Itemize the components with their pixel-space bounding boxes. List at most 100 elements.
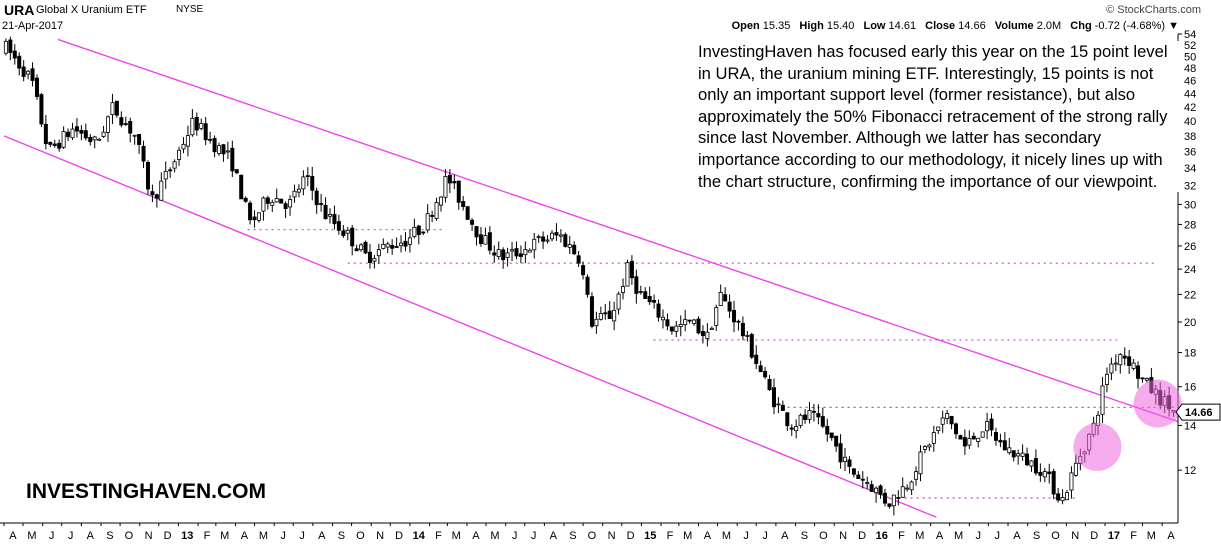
candle xyxy=(563,232,568,248)
candle-body xyxy=(359,244,364,251)
candle xyxy=(882,488,887,507)
candle xyxy=(341,224,346,238)
candle-body xyxy=(1100,385,1105,415)
candle xyxy=(1065,490,1070,501)
candle xyxy=(581,261,586,280)
candle-body xyxy=(39,94,44,125)
candle-body xyxy=(971,435,976,440)
candle-body xyxy=(354,248,359,252)
y-tick-label: 34 xyxy=(1184,163,1196,175)
candle xyxy=(381,238,386,250)
y-tick-label: 28 xyxy=(1184,219,1196,231)
candle xyxy=(1069,466,1074,499)
candle-body xyxy=(119,117,124,126)
y-tick-label: 50 xyxy=(1184,51,1196,63)
candle xyxy=(154,193,159,208)
candle xyxy=(159,172,164,201)
candle-body xyxy=(1033,458,1038,474)
candle-body xyxy=(616,293,621,310)
candle xyxy=(163,161,168,189)
support-lines xyxy=(247,229,1178,499)
candle-body xyxy=(412,226,417,237)
candle xyxy=(696,316,701,335)
candle xyxy=(1016,449,1021,465)
candle-body xyxy=(1127,356,1132,366)
candle xyxy=(181,137,186,154)
candle-body xyxy=(954,423,959,435)
candle xyxy=(61,126,66,149)
candle-body xyxy=(381,243,386,249)
candle xyxy=(177,146,182,166)
channel-line-upper xyxy=(57,38,1178,422)
candle-body xyxy=(283,203,288,209)
candle-body xyxy=(208,139,213,141)
candle-body xyxy=(607,310,612,319)
candle-body xyxy=(843,456,848,463)
y-tick-label: 12 xyxy=(1184,465,1196,477)
candle-body xyxy=(887,503,892,507)
candle-body xyxy=(945,413,950,419)
candle-body xyxy=(958,435,963,440)
candle xyxy=(976,437,981,448)
candle-body xyxy=(1073,462,1078,476)
candle xyxy=(1131,359,1136,371)
candle xyxy=(825,418,830,442)
candle-body xyxy=(589,296,594,327)
x-tick-label: M xyxy=(915,530,924,542)
candle xyxy=(536,234,541,243)
candle xyxy=(305,167,310,187)
candle-body xyxy=(137,134,142,145)
candle-body xyxy=(567,244,572,248)
y-tick-label: 18 xyxy=(1184,348,1196,360)
candle xyxy=(137,134,142,154)
x-tick-label: S xyxy=(569,530,576,542)
candle xyxy=(603,303,608,320)
x-tick-label: O xyxy=(588,530,597,542)
change-label: Chg xyxy=(1070,20,1092,32)
candle-body xyxy=(92,136,97,141)
candle-body xyxy=(554,232,559,236)
candle xyxy=(692,318,697,326)
x-tick-label: D xyxy=(627,530,635,542)
candle-body xyxy=(252,216,257,221)
candle-body xyxy=(70,128,75,139)
candle-body xyxy=(438,196,443,206)
candle xyxy=(723,287,728,302)
candle-body xyxy=(483,235,488,245)
candle-body xyxy=(776,403,781,406)
candle xyxy=(190,109,195,137)
candle-body xyxy=(163,170,168,180)
candle-body xyxy=(461,201,466,208)
candle-body xyxy=(34,77,39,97)
candle-body xyxy=(851,468,856,475)
candle xyxy=(26,69,31,80)
candle-body xyxy=(825,425,830,435)
x-tick-label: 14 xyxy=(413,530,426,542)
candle xyxy=(456,180,461,210)
candle xyxy=(83,123,88,141)
candle-body xyxy=(709,327,714,330)
candle xyxy=(1042,468,1047,483)
x-tick-label: 16 xyxy=(876,530,888,542)
candle xyxy=(594,311,599,334)
x-tick-label: S xyxy=(338,530,345,542)
candle xyxy=(1011,450,1016,462)
candle xyxy=(612,301,617,331)
x-tick-label: N xyxy=(608,530,616,542)
candle xyxy=(887,503,892,509)
candle xyxy=(820,407,825,429)
candle-body xyxy=(652,299,657,303)
candle-body xyxy=(794,426,799,432)
candle xyxy=(558,229,563,243)
candle xyxy=(949,415,954,430)
candle-body xyxy=(452,181,457,184)
candle xyxy=(212,135,217,158)
x-tick-label: M xyxy=(683,530,692,542)
candle-body xyxy=(740,322,745,337)
candle xyxy=(954,422,959,439)
candle xyxy=(794,419,799,439)
candle xyxy=(967,430,972,449)
candle-body xyxy=(874,487,879,494)
candle xyxy=(288,195,293,216)
candle xyxy=(798,413,803,429)
